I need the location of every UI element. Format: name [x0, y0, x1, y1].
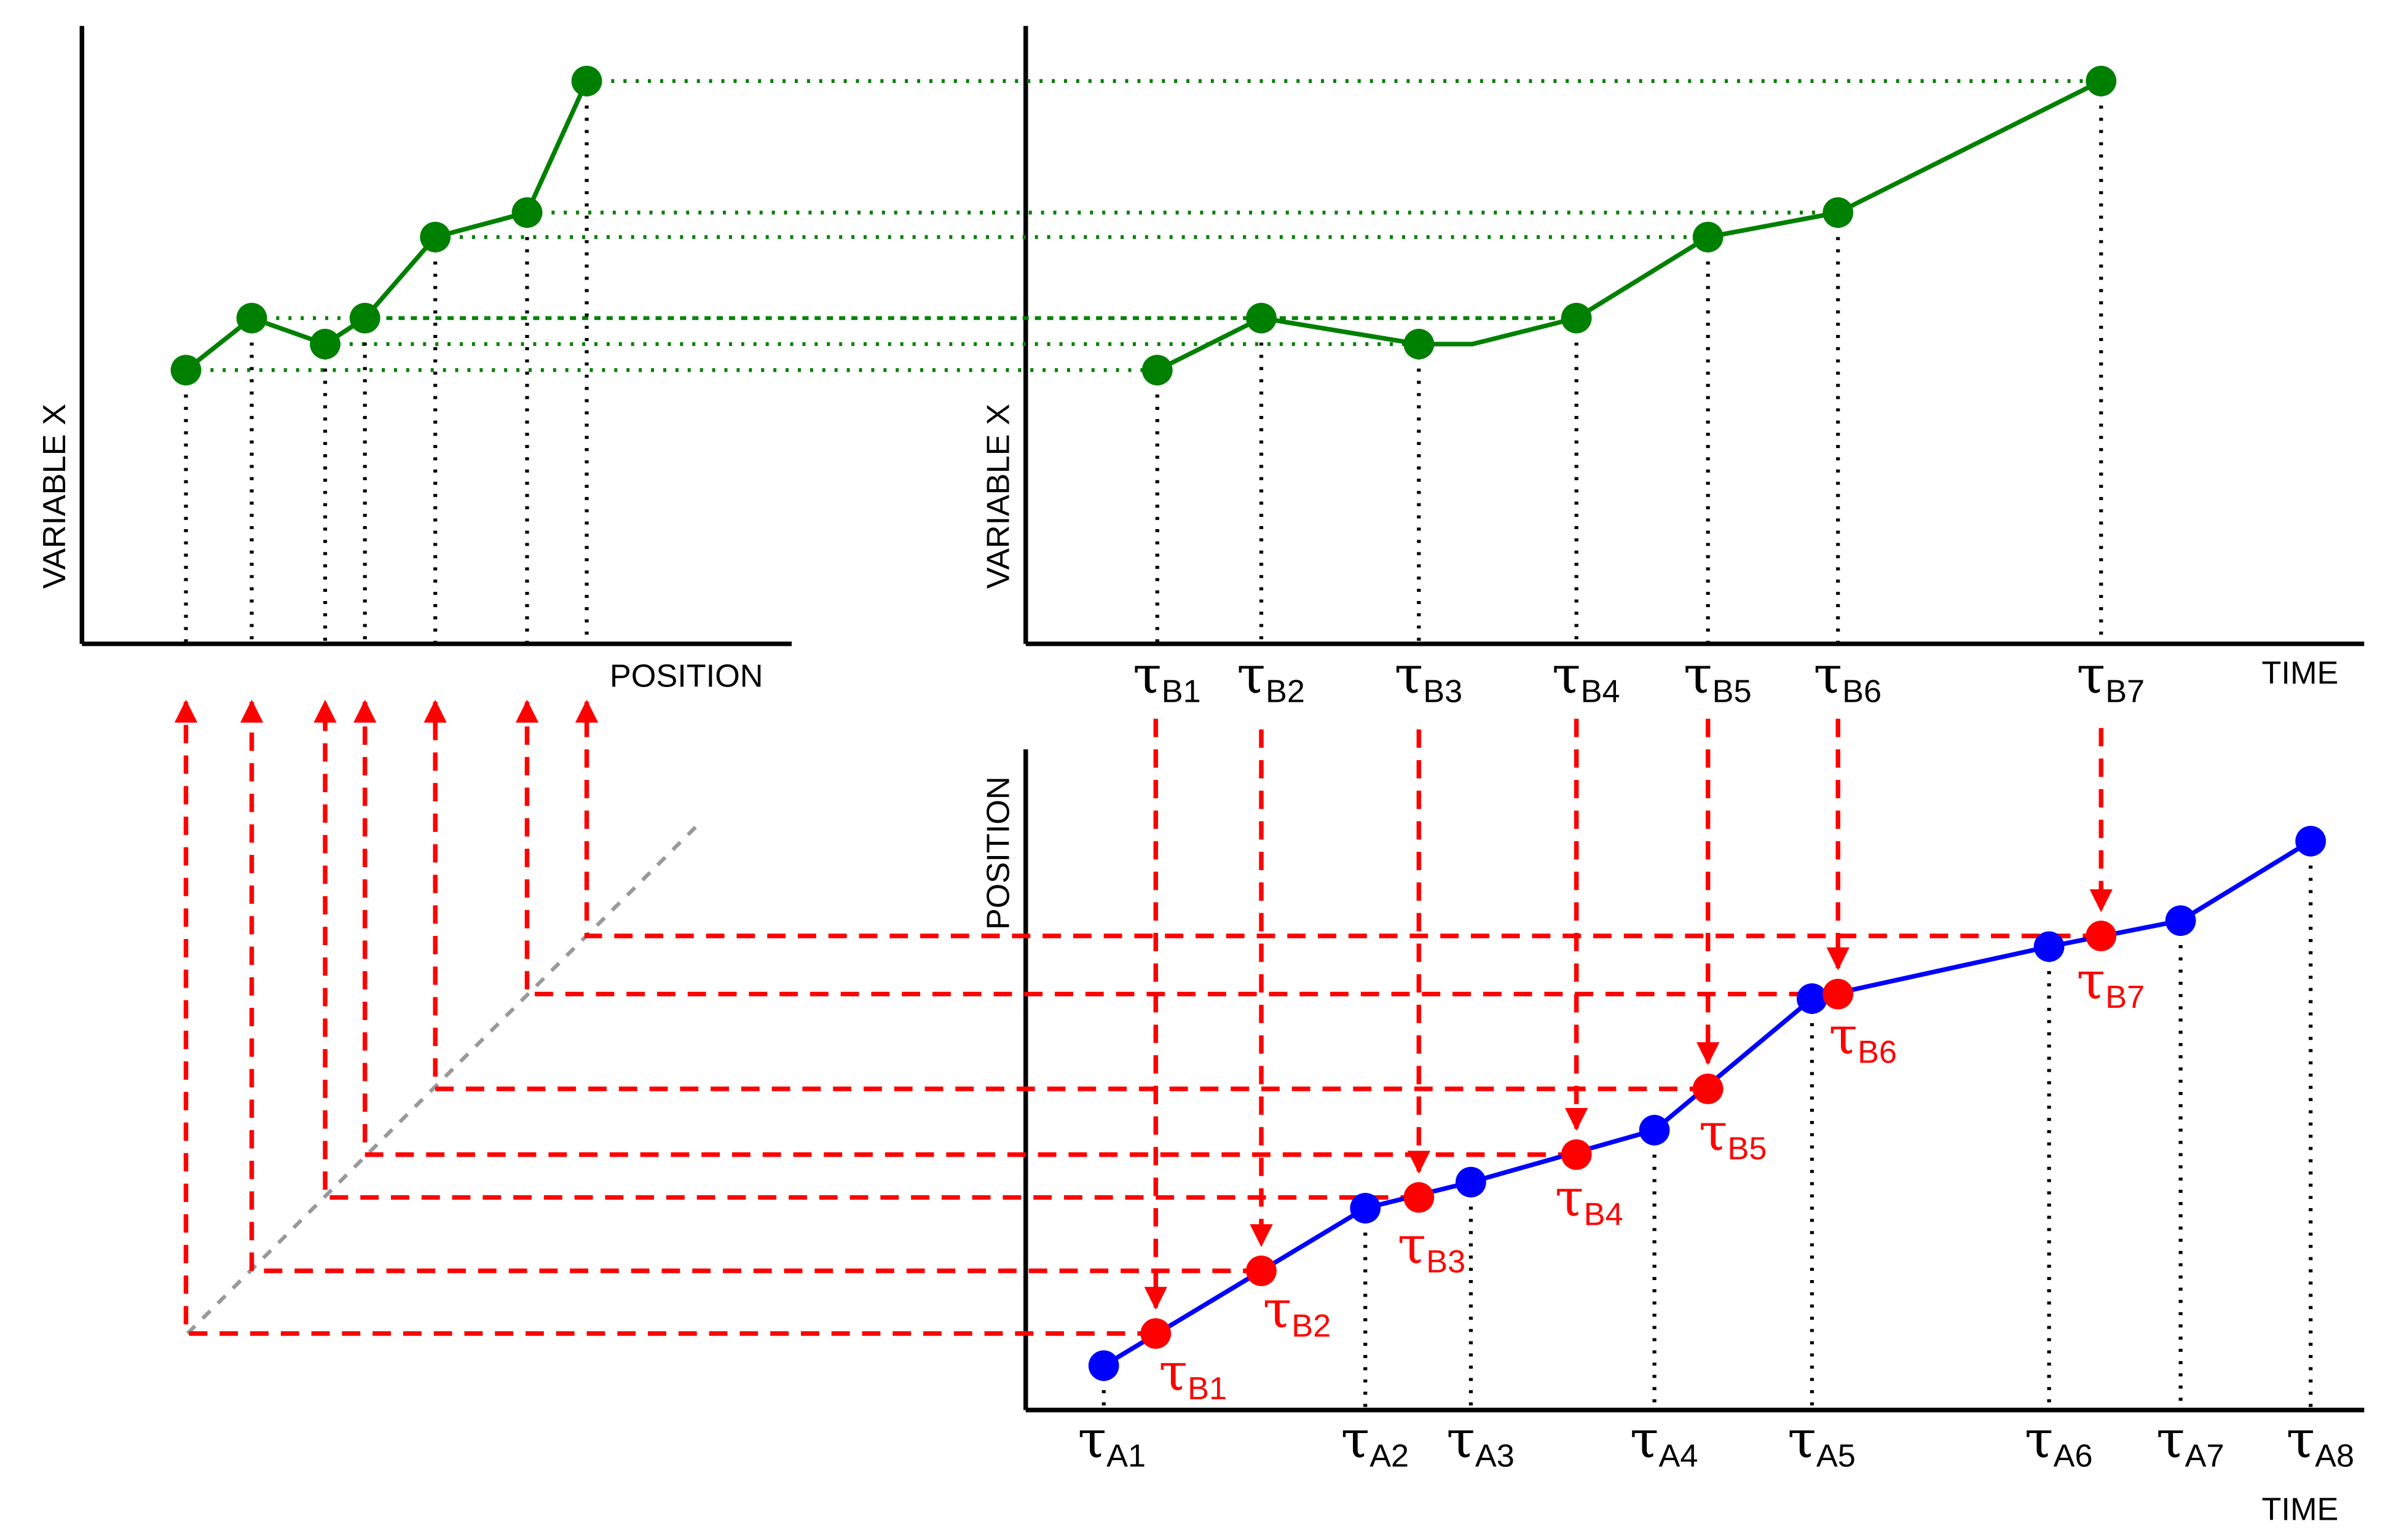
- data-point: [170, 355, 202, 386]
- tau-label: τA3: [1446, 1409, 1515, 1474]
- variable-vs-time-points: [1141, 66, 2117, 386]
- panel-variable-vs-time-axes: [1023, 26, 2365, 646]
- tau-label: τA4: [1630, 1409, 1698, 1474]
- tau-label: τB1: [1133, 644, 1201, 709]
- data-point: [571, 66, 602, 96]
- position-vs-time-line: [1102, 839, 2312, 1368]
- data-point: [1692, 221, 1724, 253]
- data-point: [1246, 302, 1277, 334]
- diagonal-reflection-line: [186, 824, 698, 1335]
- data-point: [511, 197, 543, 228]
- data-point: [1141, 355, 1173, 386]
- data-point-b1: [1140, 1318, 1172, 1349]
- tau-label: τA1: [1078, 1409, 1146, 1474]
- tau-label: τB4: [1552, 644, 1620, 709]
- data-point-b6: [1823, 978, 1854, 1010]
- red-mapping-paths: [174, 699, 2102, 1336]
- green-horizontal-connectors: [186, 79, 2102, 372]
- panel-position-vs-time-axes: [1023, 749, 2365, 1413]
- data-point-b4: [1561, 1139, 1592, 1170]
- tau-label: τB4: [1555, 1167, 1623, 1232]
- mapping-path-b1: [174, 699, 1156, 1336]
- tau-label: τB3: [1397, 1215, 1465, 1280]
- mapping-path-b5: [424, 699, 1708, 1091]
- position-a-points: [1088, 825, 2327, 1381]
- data-point-b2: [1246, 1255, 1277, 1286]
- data-point: [1561, 302, 1592, 334]
- tau-label: τA2: [1341, 1409, 1409, 1474]
- panel3-ylabel: POSITION: [980, 776, 1016, 930]
- panel1-xlabel: POSITION: [610, 658, 763, 694]
- mapping-path-b7: [575, 699, 2102, 938]
- data-point-a7: [2165, 905, 2196, 937]
- panel2-tau-labels: τB1 τB2 τB3 τB4 τB5 τB6 τB7: [1133, 644, 2145, 709]
- data-point-a8: [2295, 825, 2327, 857]
- tau-label: τA7: [2156, 1409, 2224, 1474]
- data-point-a1: [1088, 1350, 1119, 1381]
- tau-label: τB5: [1699, 1101, 1767, 1166]
- panel3-tau-b-labels: τB1 τB2 τB3 τB4 τB5 τB6 τB7: [1159, 950, 2145, 1407]
- data-point: [310, 329, 341, 359]
- tau-label: τB7: [2076, 950, 2145, 1015]
- tau-label: τB1: [1159, 1342, 1227, 1407]
- tau-label: τB7: [2076, 644, 2145, 709]
- red-down-arrows: [1144, 718, 2113, 1310]
- tau-label: τB2: [1263, 1279, 1331, 1344]
- data-point-b7: [2086, 921, 2117, 951]
- mapping-path-b3: [313, 699, 1419, 1200]
- data-point: [236, 302, 267, 334]
- data-point-a4: [1639, 1115, 1670, 1145]
- panel2-ylabel: VARIABLE X: [980, 404, 1016, 589]
- mapping-path-b6: [515, 699, 1838, 997]
- panel3-xlabel: TIME: [2262, 1492, 2339, 1528]
- mapping-path-b4: [353, 699, 1577, 1157]
- black-vertical-guides: [184, 81, 2313, 1410]
- tau-label: τA5: [1787, 1409, 1856, 1474]
- tau-label: τB6: [1813, 644, 1882, 709]
- data-point: [1403, 329, 1435, 359]
- data-point-b5: [1692, 1073, 1724, 1104]
- tau-label: τB3: [1395, 644, 1463, 709]
- panel2-xlabel: TIME: [2262, 655, 2339, 691]
- tau-label: τA6: [2025, 1409, 2093, 1474]
- panel3-tau-a-labels: τA1 τA2 τA3 τA4 τA5 τA6 τA7 τA8: [1078, 1409, 2354, 1474]
- tau-label: τB5: [1684, 644, 1752, 709]
- data-point: [349, 302, 380, 334]
- mapping-path-b2: [240, 699, 1261, 1273]
- tau-label: τA8: [2286, 1409, 2354, 1474]
- data-point-a2: [1350, 1193, 1381, 1224]
- data-point: [2086, 66, 2117, 96]
- variable-vs-position-points: [170, 66, 602, 386]
- panel1-ylabel: VARIABLE X: [37, 404, 73, 589]
- data-point-a3: [1456, 1166, 1486, 1198]
- data-point-b3: [1403, 1182, 1435, 1213]
- data-point: [420, 221, 451, 253]
- variable-vs-time-line: [1156, 79, 2102, 372]
- data-point: [1823, 197, 1854, 228]
- tau-label: τB6: [1829, 1005, 1897, 1071]
- tau-label: τB2: [1237, 644, 1305, 709]
- data-point-a5: [1797, 983, 1827, 1014]
- position-b-points: [1140, 921, 2117, 1349]
- data-point-a6: [2033, 931, 2065, 962]
